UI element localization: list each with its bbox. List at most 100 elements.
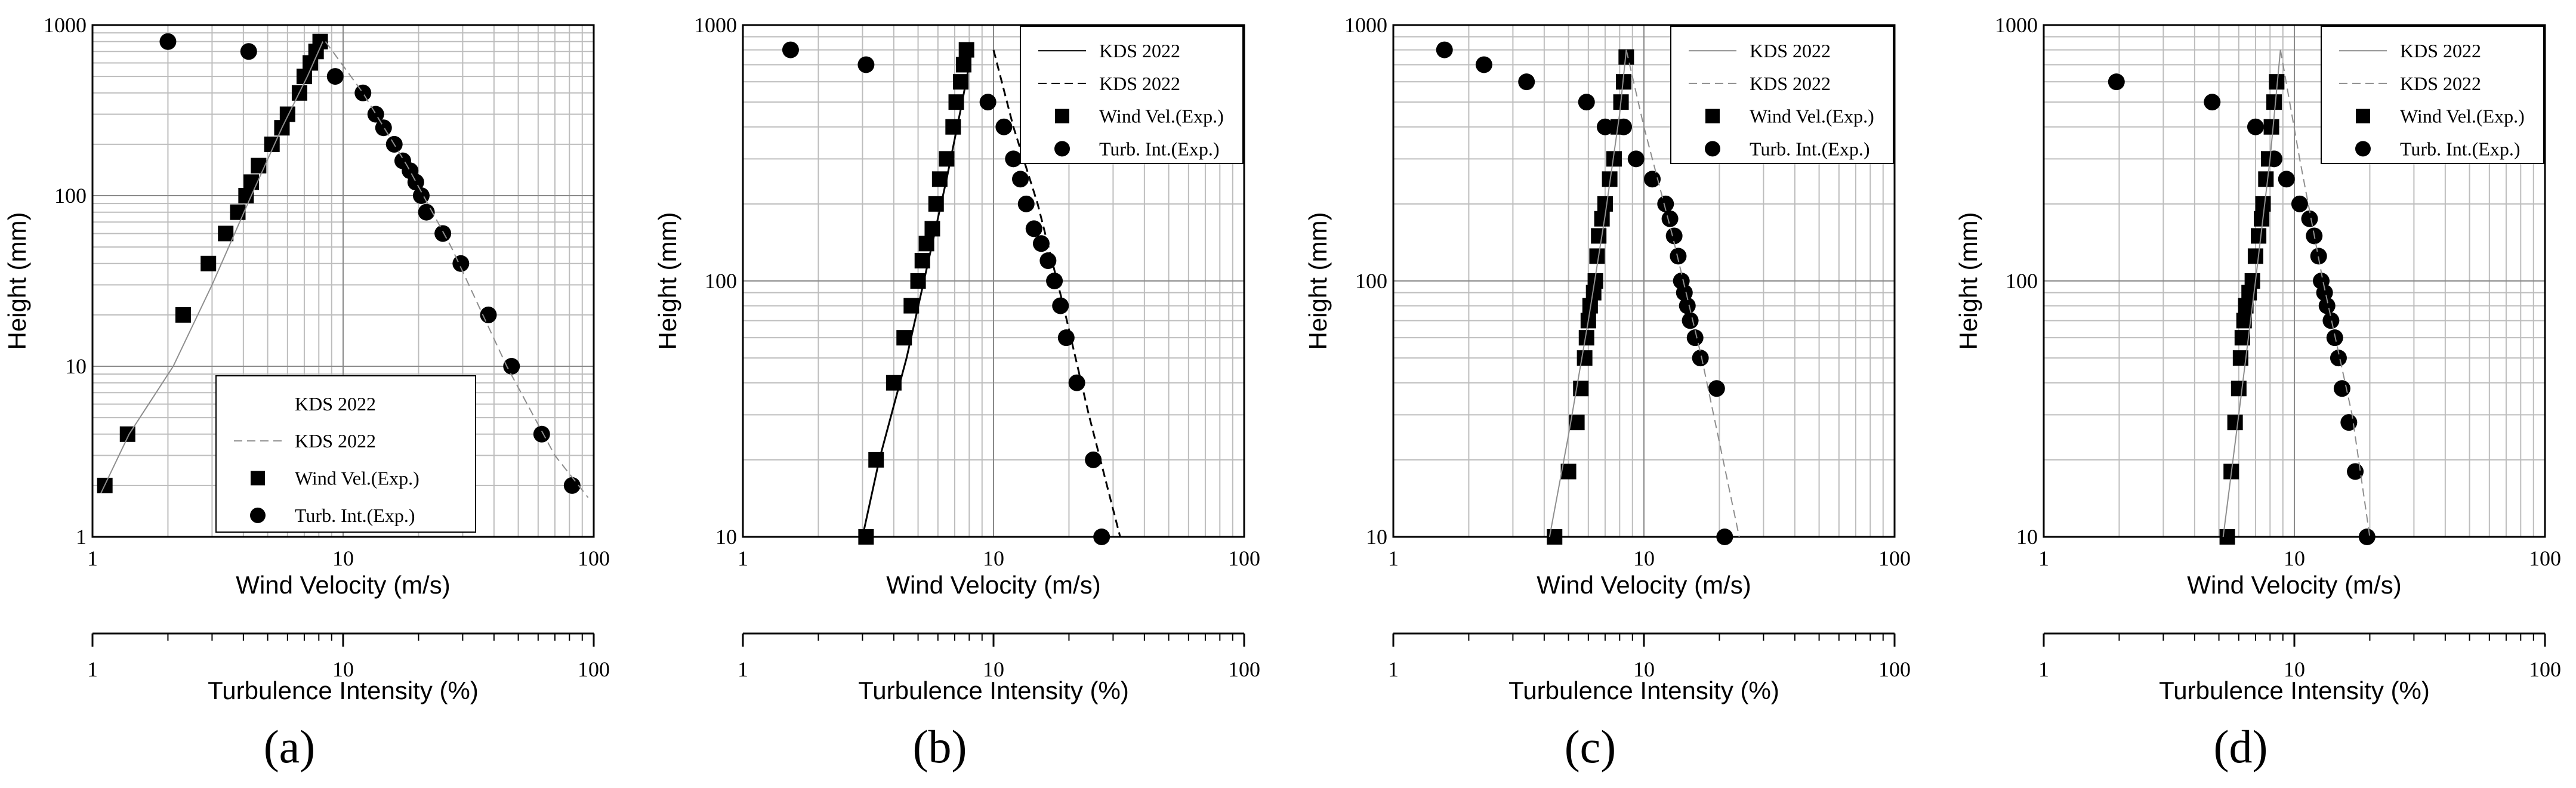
x2-tick-label: 100	[1228, 657, 1260, 681]
legend-label: Wind Vel.(Exp.)	[1750, 106, 1874, 127]
wind-velocity-point	[1577, 350, 1593, 366]
legend-label: KDS 2022	[2400, 73, 2481, 94]
x-tick-label: 100	[1228, 546, 1260, 570]
secondary-axis: 1 10 100	[738, 632, 1260, 681]
series-1	[97, 33, 328, 493]
x2-tick-label: 10	[332, 657, 354, 681]
x-axis-label: Wind Velocity (m/s)	[236, 571, 450, 599]
x-tick-label: 10	[983, 546, 1004, 570]
x2-axis-label: Turbulence Intensity (%)	[208, 676, 479, 704]
series-4	[2279, 50, 2371, 537]
series-2	[1436, 41, 1733, 545]
turbulence-intensity-point	[2204, 94, 2221, 111]
turbulence-intensity-point	[1615, 118, 1633, 135]
turbulence-intensity-point	[1665, 227, 1683, 245]
legend: KDS 2022 KDS 2022 Wind Vel.(Exp.) Turb. Int…	[1670, 26, 1894, 164]
wind-velocity-point	[2238, 298, 2254, 314]
y-tick-label: 10	[65, 354, 87, 378]
series-2	[782, 41, 1110, 545]
series-1	[858, 42, 974, 545]
x-tick-label: 100	[578, 546, 610, 570]
turbulence-intensity-point	[2316, 284, 2333, 301]
turbulence-intensity-point	[1676, 284, 1693, 301]
wind-velocity-point	[279, 106, 295, 122]
turbulence-intensity-point	[1032, 235, 1050, 252]
turbulence-intensity-point	[1708, 380, 1725, 397]
wind-velocity-point	[230, 204, 246, 220]
secondary-axis: 1 10 100	[1388, 632, 1911, 681]
turbulence-intensity-point	[354, 84, 372, 101]
turbulence-intensity-point	[2330, 350, 2347, 367]
secondary-axis: 1 10 100	[2038, 632, 2561, 681]
y-tick-label: 100	[705, 269, 737, 293]
wind-velocity-point	[251, 157, 267, 174]
wind-velocity-point	[2255, 196, 2271, 212]
legend-label: Turb. Int.(Exp.)	[2400, 138, 2520, 159]
wind-velocity-point	[2254, 211, 2270, 227]
x-tick-label: 1	[87, 546, 98, 570]
series-3	[1548, 50, 1627, 537]
panel-label: (b)	[913, 721, 967, 772]
wind-velocity-point	[175, 307, 191, 323]
x-tick-label: 10	[1633, 546, 1655, 570]
series-3	[2222, 50, 2281, 537]
x-axis-label: Wind Velocity (m/s)	[1537, 571, 1751, 599]
y-tick-label: 1000	[1995, 13, 2038, 37]
series-4	[325, 41, 589, 498]
x2-tick-label: 100	[578, 657, 610, 681]
turbulence-intensity-point	[1578, 94, 1595, 111]
turbulence-intensity-point	[995, 118, 1013, 135]
legend-square-marker	[251, 471, 265, 486]
x-tick-label: 1	[1388, 546, 1399, 570]
x-tick-label: 10	[332, 546, 354, 570]
y-tick-label: 1	[76, 525, 87, 549]
kds-2022-solid-line	[2222, 50, 2281, 537]
wind-velocity-point	[2247, 248, 2263, 264]
turbulence-intensity-point	[1679, 297, 1696, 314]
wind-velocity-point	[2231, 381, 2247, 397]
wind-velocity-point	[2258, 171, 2274, 187]
y-tick-label: 10	[715, 525, 737, 549]
legend-label: KDS 2022	[295, 430, 376, 452]
y-tick-label: 10	[2016, 525, 2038, 549]
x2-tick-label: 1	[738, 657, 748, 681]
turbulence-intensity-point	[1661, 210, 1679, 227]
legend-label: KDS 2022	[1099, 40, 1180, 61]
turbulence-intensity-point	[434, 225, 452, 242]
series-4	[1625, 50, 1740, 537]
y-tick-label: 1000	[694, 13, 737, 37]
turbulence-intensity-point	[452, 255, 470, 272]
turbulence-intensity-point	[1657, 195, 1674, 212]
y-axis-label: Height (mm)	[1954, 212, 1982, 350]
legend-label: Turb. Int.(Exp.)	[1099, 138, 1219, 159]
wind-velocity-point	[1547, 529, 1563, 545]
turbulence-intensity-point	[2340, 414, 2358, 431]
x-axis-label: Wind Velocity (m/s)	[2187, 571, 2401, 599]
turbulence-intensity-point	[979, 94, 997, 111]
x2-axis-label: Turbulence Intensity (%)	[858, 676, 1129, 704]
wind-velocity-point	[2263, 119, 2279, 135]
turbulence-intensity-point	[1039, 252, 1057, 270]
y-tick-label: 1000	[1344, 13, 1387, 37]
plot-frame	[742, 24, 1245, 538]
turbulence-intensity-point	[1436, 41, 1453, 58]
wind-velocity-point	[2244, 273, 2260, 289]
x2-tick-label: 10	[2284, 657, 2305, 681]
x2-tick-label: 10	[1633, 657, 1655, 681]
turbulence-intensity-point	[2291, 195, 2308, 212]
turbulence-intensity-point	[503, 358, 520, 375]
legend-box	[2321, 26, 2544, 164]
turbulence-intensity-point	[2108, 73, 2125, 91]
x-tick-label: 100	[2529, 546, 2561, 570]
secondary-axis: 1 10 100	[87, 632, 610, 681]
legend-box	[1670, 26, 1894, 164]
wind-velocity-point	[1560, 463, 1577, 480]
turbulence-intensity-point	[1518, 73, 1535, 91]
legend-label: Turb. Int.(Exp.)	[1750, 138, 1869, 159]
wind-velocity-point	[2219, 529, 2235, 545]
legend-box	[215, 375, 476, 533]
turbulence-intensity-point	[1627, 150, 1645, 168]
y-axis-label: Height (mm)	[653, 212, 681, 350]
